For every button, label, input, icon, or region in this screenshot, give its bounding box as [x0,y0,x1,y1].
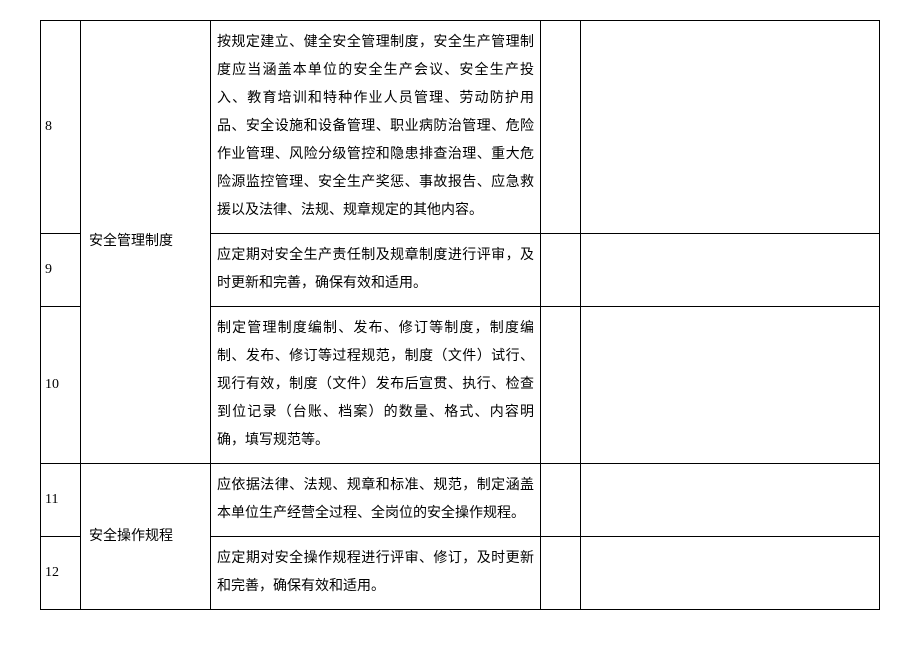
row-number: 8 [41,21,81,234]
row-number: 9 [41,234,81,307]
table-row: 8 安全管理制度 按规定建立、健全安全管理制度，安全生产管理制度应当涵盖本单位的… [41,21,880,234]
empty-cell [541,234,581,307]
empty-cell [581,234,880,307]
table-row: 11 安全操作规程 应依据法律、法规、规章和标准、规范，制定涵盖本单位生产经营全… [41,464,880,537]
empty-cell [541,537,581,610]
description-cell: 制定管理制度编制、发布、修订等制度，制度编制、发布、修订等过程规范，制度（文件）… [211,307,541,464]
row-number: 11 [41,464,81,537]
description-cell: 应定期对安全操作规程进行评审、修订，及时更新和完善，确保有效和适用。 [211,537,541,610]
description-cell: 应依据法律、法规、规章和标准、规范，制定涵盖本单位生产经营全过程、全岗位的安全操… [211,464,541,537]
empty-cell [581,21,880,234]
empty-cell [581,464,880,537]
description-cell: 应定期对安全生产责任制及规章制度进行评审，及时更新和完善，确保有效和适用。 [211,234,541,307]
row-number: 12 [41,537,81,610]
empty-cell [541,21,581,234]
row-number: 10 [41,307,81,464]
empty-cell [541,464,581,537]
category-cell: 安全操作规程 [81,464,211,610]
empty-cell [581,537,880,610]
description-cell: 按规定建立、健全安全管理制度，安全生产管理制度应当涵盖本单位的安全生产会议、安全… [211,21,541,234]
empty-cell [581,307,880,464]
category-cell: 安全管理制度 [81,21,211,464]
empty-cell [541,307,581,464]
safety-table: 8 安全管理制度 按规定建立、健全安全管理制度，安全生产管理制度应当涵盖本单位的… [40,20,880,610]
